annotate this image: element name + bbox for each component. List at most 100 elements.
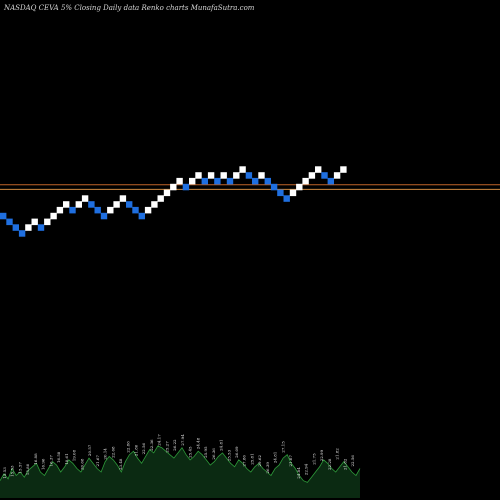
volume-label: 22.28: [327, 458, 332, 470]
renko-brick-up: [170, 183, 177, 191]
renko-brick-up: [195, 172, 202, 179]
renko-brick-up: [308, 172, 316, 179]
renko-brick-up: [119, 195, 127, 202]
renko-brick-up: [163, 189, 171, 197]
volume-label: 16.58: [56, 451, 61, 463]
volume-label: 20.68: [79, 458, 84, 470]
volume-label: 21.82: [342, 458, 347, 470]
renko-brick-down: [201, 177, 208, 185]
volume-label: 18.61: [64, 453, 69, 464]
renko-brick-down: [18, 230, 26, 237]
volume-label: 24.48: [195, 437, 200, 449]
renko-brick-up: [189, 177, 196, 185]
renko-brick-down: [321, 172, 328, 179]
renko-brick-down: [94, 206, 101, 214]
renko-brick-down: [69, 206, 76, 214]
volume-label: 15.80: [25, 463, 30, 475]
renko-brick-down: [245, 172, 253, 179]
volume-label: 21.75: [311, 453, 316, 465]
source-text: charts MunafaSutra.com: [166, 4, 255, 12]
renko-brick-down: [12, 224, 19, 231]
volume-label: 24.81: [273, 452, 278, 463]
volume-label: 26.36: [211, 448, 216, 460]
renko-brick-down: [283, 195, 290, 202]
renko-brick-down: [126, 201, 133, 208]
renko-brick-up: [340, 166, 347, 173]
volume-label: 22.94: [304, 463, 309, 475]
volume-area: [0, 446, 360, 498]
renko-brick-down: [327, 177, 334, 185]
renko-brick-up: [44, 218, 51, 226]
renko-brick-up: [233, 172, 240, 179]
renko-brick-down: [214, 177, 221, 185]
volume-label: 22.36: [149, 439, 154, 451]
renko-brick-down: [138, 212, 145, 220]
renko-brick-up: [75, 201, 82, 208]
renko-brick-up: [107, 206, 114, 214]
renko-brick-down: [100, 212, 108, 220]
renko-brick-up: [315, 166, 322, 173]
renko-brick-down: [88, 201, 95, 208]
renko-brick-up: [289, 189, 297, 197]
volume-label: 21.67: [95, 455, 100, 467]
renko-brick-up: [63, 201, 70, 208]
volume-label: 21.82: [335, 448, 340, 460]
volume-label: 25.27: [164, 441, 169, 453]
volume-label: 24.17: [157, 434, 162, 446]
volume-label: 25.81: [250, 453, 255, 464]
renko-brick-up: [333, 172, 341, 179]
renko-brick-up: [144, 206, 152, 214]
volume-label: 22.99: [319, 449, 324, 461]
change-text: 5%: [61, 4, 72, 12]
renko-brick-down: [264, 177, 271, 185]
renko-brick-down: [0, 212, 7, 220]
volume-label: 27.86: [242, 455, 247, 467]
reference-lines: [0, 184, 500, 190]
renko-bricks: [0, 166, 347, 237]
renko-brick-down: [182, 183, 190, 191]
renko-brick-down: [277, 189, 284, 197]
renko-brick-up: [81, 195, 89, 202]
renko-brick-up: [302, 177, 309, 185]
renko-brick-down: [132, 206, 139, 214]
symbol-text: NASDAQ CEVA: [3, 4, 59, 12]
renko-brick-up: [296, 183, 303, 191]
renko-brick-up: [258, 172, 265, 179]
renko-brick-up: [56, 206, 64, 214]
renko-brick-up: [176, 177, 183, 185]
renko-brick-down: [252, 177, 259, 185]
volume-label: 16.37: [48, 455, 53, 467]
renko-brick-up: [157, 195, 164, 202]
volume-label: 26.22: [172, 439, 177, 451]
volume-label: 29.62: [257, 455, 262, 467]
renko-brick-down: [6, 218, 13, 226]
volume-label: 15.53: [2, 467, 7, 479]
volume-label: 26.39: [265, 462, 270, 474]
volume-label: 21.86: [134, 444, 139, 456]
volume-label: 26.09: [234, 446, 239, 458]
volume-label: 25.45: [188, 446, 193, 458]
renko-brick-up: [25, 224, 32, 231]
volume-panel: [0, 445, 361, 498]
volume-label: 24.81: [219, 439, 224, 450]
chart-kind-text: Renko: [140, 4, 163, 12]
volume-label: 15.57: [18, 462, 23, 474]
renko-brick-down: [37, 224, 45, 231]
renko-brick-up: [151, 201, 158, 208]
renko-brick-down: [270, 183, 278, 191]
volume-label: 16.96: [41, 458, 46, 470]
volume-label: 21.67: [288, 455, 293, 467]
volume-label: 22.68: [110, 446, 115, 458]
volume-label: 22.56: [141, 442, 146, 454]
renko-brick-up: [239, 166, 246, 173]
chart-header: NASDAQ CEVA 5% Closing Daily data Renko …: [3, 4, 255, 12]
renko-brick-up: [50, 212, 57, 220]
volume-label: 27.94: [180, 434, 185, 446]
volume-label: 22.86: [126, 441, 131, 453]
volume-label: 16.88: [33, 453, 38, 465]
renko-brick-up: [220, 172, 227, 179]
volume-label: 24.84: [296, 467, 301, 479]
